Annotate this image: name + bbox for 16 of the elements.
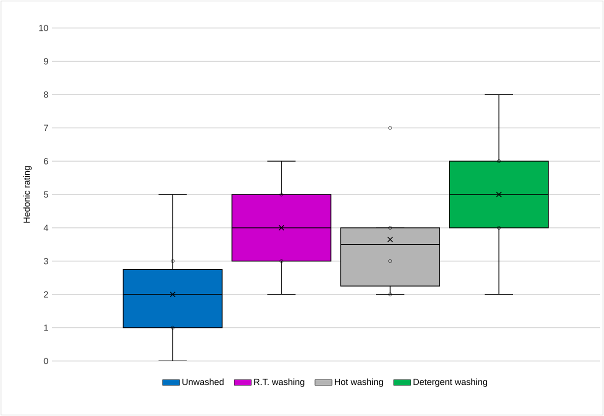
legend-label: R.T. washing (254, 378, 304, 387)
y-tick-label: 5 (44, 191, 48, 198)
y-tick-label: 0 (44, 358, 48, 364)
legend-label: Unwashed (182, 378, 224, 386)
y-tick-label: 9 (44, 58, 48, 64)
y-tick-label: 8 (44, 91, 48, 98)
legend-label: Hot washing (334, 378, 383, 387)
y-tick-label: 3 (44, 258, 48, 264)
y-tick-label: 1 (44, 324, 48, 331)
y-tick-label: 4 (44, 224, 48, 231)
legend-label: Detergent washing (414, 378, 488, 387)
y-tick-label: 10 (39, 24, 48, 32)
y-tick-label: 7 (44, 124, 48, 131)
y-axis-title: Hedonic rating (23, 166, 32, 223)
y-tick-label: 6 (44, 158, 48, 164)
y-tick-label: 2 (44, 291, 48, 298)
